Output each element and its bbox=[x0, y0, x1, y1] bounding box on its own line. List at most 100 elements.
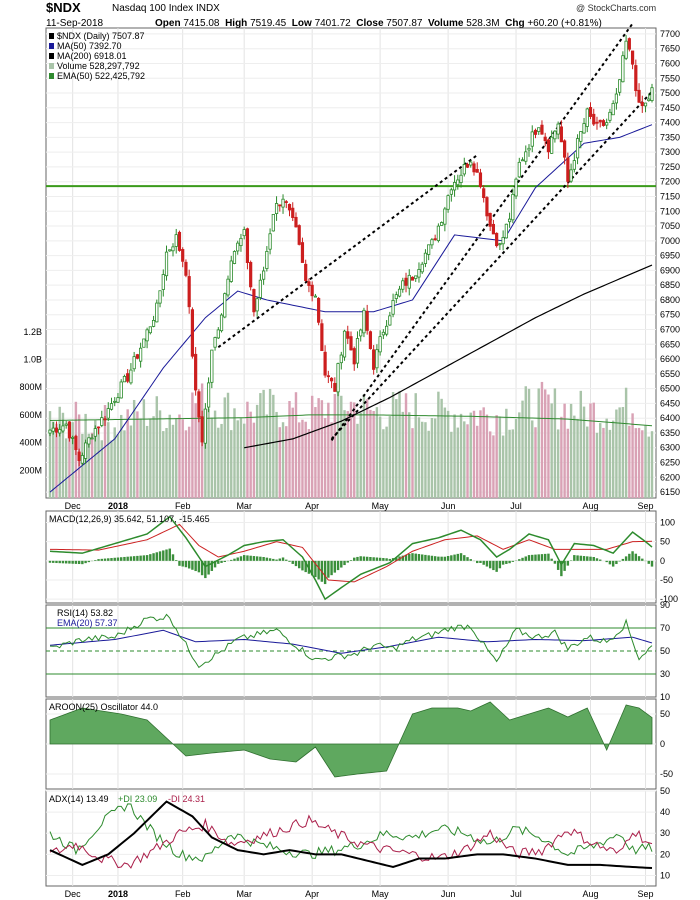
aroon-y-tick-label: 50 bbox=[660, 709, 670, 719]
candle-body bbox=[300, 242, 305, 263]
candle-body bbox=[618, 79, 622, 93]
candle-body bbox=[410, 276, 415, 281]
legend-swatch bbox=[49, 33, 54, 39]
volume-y-tick-label: 1.0B bbox=[23, 355, 42, 365]
volume-bar bbox=[90, 432, 94, 498]
volume-bar bbox=[534, 427, 537, 498]
candle-body bbox=[313, 295, 317, 298]
adx-legend: ADX(14) 13.49 bbox=[49, 794, 109, 804]
macd-histogram-bar bbox=[162, 550, 165, 561]
volume-bar bbox=[495, 415, 498, 498]
plus-di-line bbox=[49, 803, 653, 862]
volume-y-tick-label: 800M bbox=[19, 382, 42, 392]
candle-body bbox=[550, 136, 554, 154]
volume-bar bbox=[446, 410, 450, 498]
candle-body bbox=[394, 294, 398, 299]
candle-body bbox=[420, 263, 424, 273]
macd-histogram-bar bbox=[463, 555, 466, 561]
candle-body bbox=[582, 123, 586, 134]
volume-bar bbox=[430, 418, 434, 498]
candle-body bbox=[563, 140, 567, 158]
candle-body bbox=[537, 127, 541, 132]
candle-body bbox=[595, 121, 599, 124]
minus-di-legend: -DI 24.31 bbox=[168, 794, 205, 804]
macd-histogram-bar bbox=[184, 560, 188, 568]
macd-histogram-bar bbox=[411, 553, 414, 561]
price-y-tick-label: 6950 bbox=[660, 251, 680, 261]
volume-bar bbox=[346, 411, 349, 498]
rsi-ema-line bbox=[49, 629, 653, 654]
chart-date: 11-Sep-2018 bbox=[46, 18, 104, 29]
macd-histogram-bar bbox=[450, 555, 453, 561]
volume-y-tick-label: 600M bbox=[19, 410, 42, 420]
macd-histogram-bar bbox=[375, 557, 379, 561]
volume-bar bbox=[631, 413, 634, 498]
candle-body bbox=[540, 124, 544, 135]
volume-bar bbox=[369, 409, 372, 498]
candle-body bbox=[213, 337, 217, 348]
price-y-tick-label: 7500 bbox=[660, 88, 680, 98]
volume-bar bbox=[514, 419, 518, 498]
price-y-tick-label: 6550 bbox=[660, 369, 680, 379]
candle-body bbox=[524, 151, 528, 162]
volume-bar bbox=[171, 424, 175, 498]
volume-bar bbox=[424, 422, 427, 498]
chg-value: +60.20 (+0.81%) bbox=[527, 18, 602, 29]
macd-histogram-bar bbox=[372, 557, 375, 561]
volume-bar bbox=[281, 422, 285, 498]
macd-histogram-bar bbox=[608, 560, 612, 565]
candle-body bbox=[482, 188, 486, 199]
candle-body bbox=[475, 169, 479, 173]
candle-body bbox=[93, 428, 97, 437]
candle-body bbox=[336, 363, 340, 393]
macd-histogram-bar bbox=[469, 559, 472, 561]
symbol-title: $NDX bbox=[46, 0, 81, 15]
candle-body bbox=[388, 315, 392, 326]
macd-histogram-bar bbox=[210, 560, 214, 571]
candle-body bbox=[287, 203, 292, 211]
volume-bar bbox=[246, 401, 249, 498]
macd-histogram-bar bbox=[362, 556, 366, 561]
price-legend-entry: $NDX (Daily) 7507.87 bbox=[57, 31, 145, 41]
volume-bar bbox=[129, 425, 133, 498]
volume-bar bbox=[103, 405, 107, 498]
macd-histogram-bar bbox=[178, 560, 181, 566]
macd-histogram-bar bbox=[223, 560, 226, 562]
candle-body bbox=[242, 229, 246, 237]
price-y-tick-label: 7400 bbox=[660, 118, 680, 128]
macd-histogram-bar bbox=[430, 555, 434, 561]
candle-body bbox=[436, 225, 440, 242]
macd-histogram-bar bbox=[168, 548, 171, 561]
candle-body bbox=[414, 275, 418, 279]
macd-histogram-bar bbox=[171, 554, 175, 561]
volume-bar bbox=[220, 423, 223, 498]
volume-bar bbox=[563, 403, 566, 498]
macd-histogram-bar bbox=[262, 557, 265, 561]
volume-bar bbox=[362, 394, 366, 498]
candle-body bbox=[58, 429, 62, 434]
candle-body bbox=[349, 336, 353, 351]
volume-bar bbox=[618, 407, 621, 498]
close-label: Close bbox=[356, 18, 384, 29]
volume-bar bbox=[608, 429, 612, 498]
volume-bar bbox=[87, 433, 91, 498]
volume-bar bbox=[204, 422, 207, 498]
macd-histogram-bar bbox=[437, 556, 440, 561]
candle-body bbox=[77, 451, 81, 462]
volume-bar bbox=[576, 419, 579, 498]
rsi-y-tick-label: 90 bbox=[660, 600, 670, 610]
candle-body bbox=[624, 40, 628, 59]
macd-histogram-bar bbox=[187, 560, 191, 569]
macd-histogram-bar bbox=[155, 552, 159, 561]
price-y-tick-label: 6350 bbox=[660, 428, 680, 438]
volume-bar bbox=[566, 428, 570, 498]
macd-histogram-bar bbox=[641, 558, 644, 561]
candle-body bbox=[465, 163, 470, 168]
macd-histogram-bar bbox=[446, 556, 450, 561]
macd-histogram-bar bbox=[492, 560, 495, 571]
volume-bar bbox=[524, 386, 527, 498]
candle-body bbox=[168, 249, 172, 252]
x-axis-label: May bbox=[372, 889, 390, 899]
price-y-tick-label: 6750 bbox=[660, 310, 680, 320]
